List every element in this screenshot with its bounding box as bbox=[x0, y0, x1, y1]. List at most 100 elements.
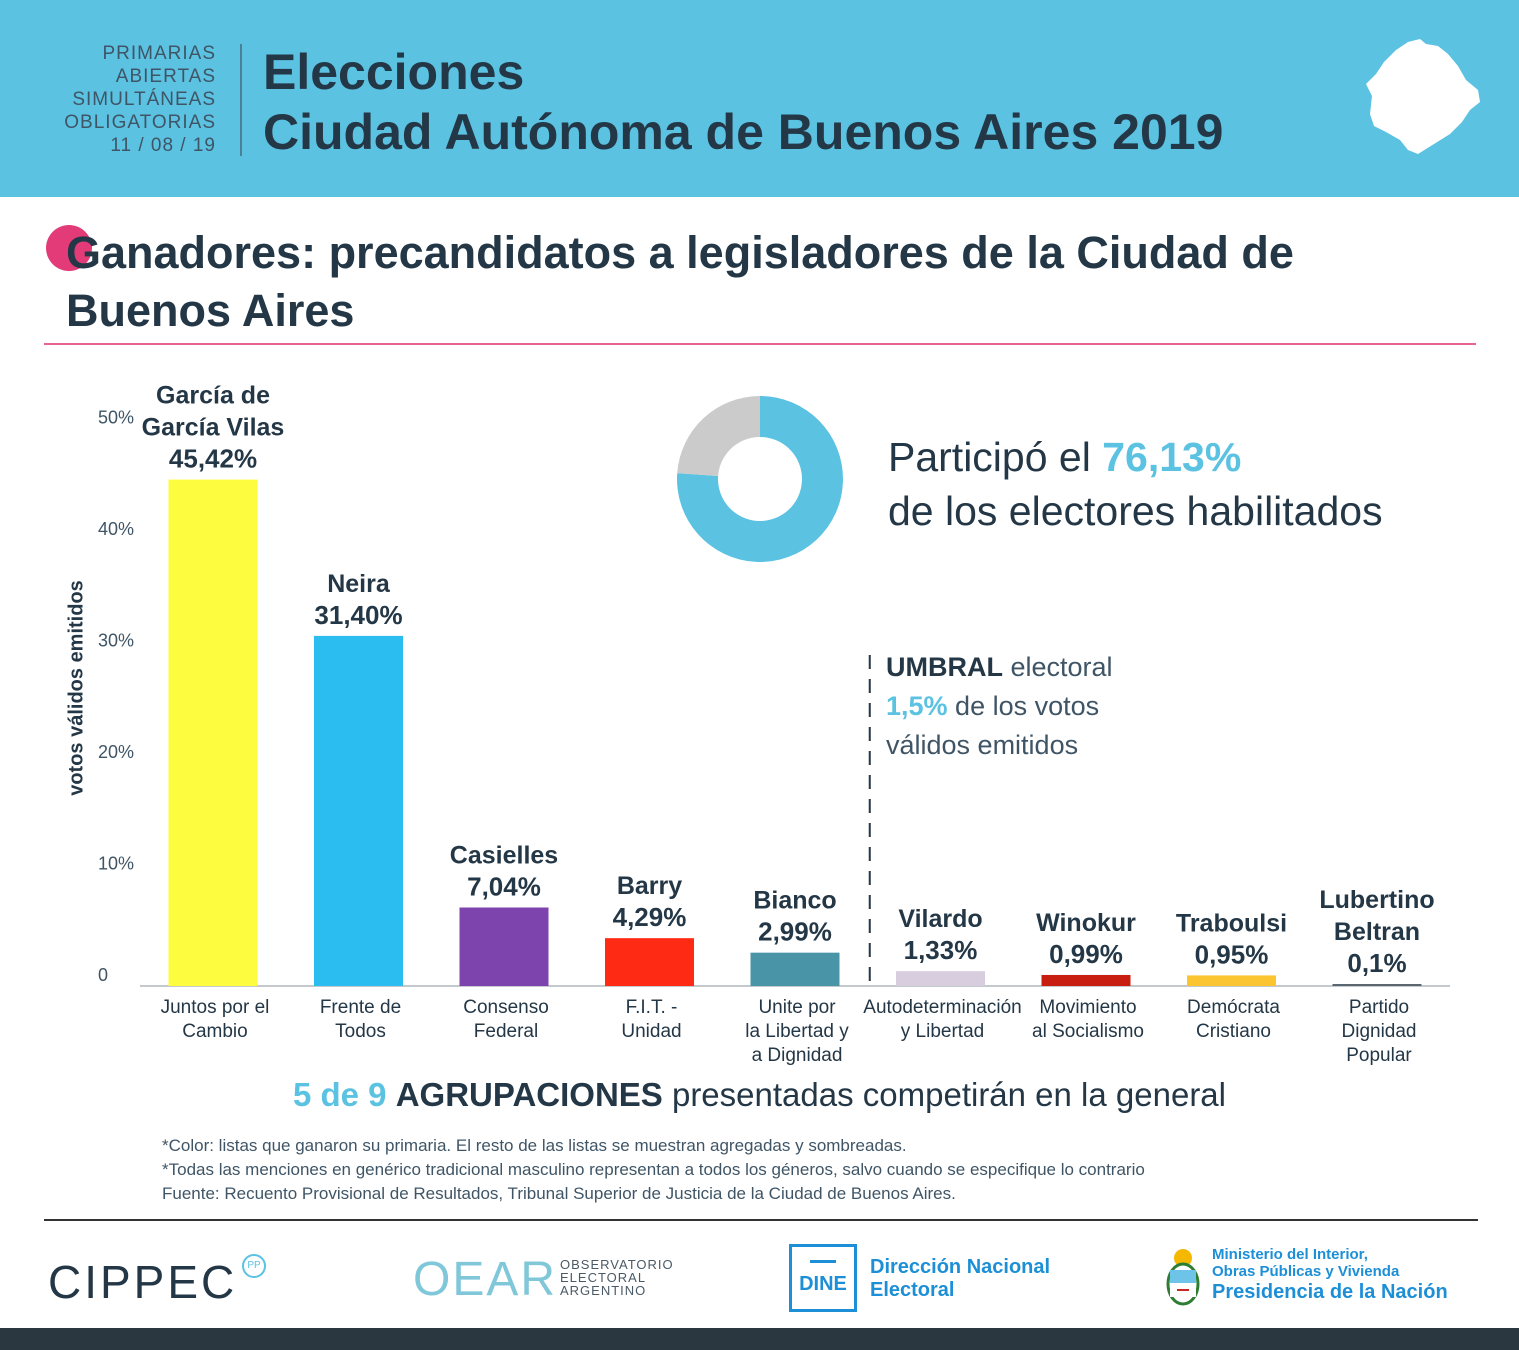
header-divider bbox=[240, 44, 242, 156]
bar-value-label: 31,40% bbox=[314, 600, 402, 630]
threshold-word: UMBRAL bbox=[886, 652, 1003, 682]
donut-remainder-slice bbox=[677, 396, 760, 477]
oear-sub-line: ARGENTINO bbox=[560, 1283, 647, 1298]
bar-value-label: 4,29% bbox=[613, 902, 687, 932]
y-tick-label: 10% bbox=[98, 854, 134, 874]
x-category-label: al Socialismo bbox=[1032, 1021, 1144, 1042]
bar-chart: 0 10% 20% 30% 40% 50% 45,42% García de García Vi… bbox=[98, 382, 1450, 1066]
bar-candidate-label: Traboulsi bbox=[1176, 909, 1287, 937]
bar-value-label: 0,95% bbox=[1195, 939, 1269, 969]
x-category-label: la Libertad y bbox=[745, 1021, 849, 1042]
bar bbox=[314, 635, 403, 986]
y-tick-label: 40% bbox=[98, 519, 134, 539]
x-category-label: Federal bbox=[474, 1021, 538, 1042]
title-bullet-dot bbox=[46, 225, 92, 271]
participation-text: Participó el 76,13% de los electores hab… bbox=[888, 430, 1383, 538]
summary-rest: presentadas competirán en la general bbox=[671, 1076, 1226, 1113]
bar-value-label: 2,99% bbox=[758, 917, 832, 947]
cippec-logo: CIPPEC bbox=[48, 1256, 238, 1308]
bar bbox=[459, 907, 549, 986]
x-category-label: Frente de bbox=[320, 997, 401, 1018]
x-category-label: Unidad bbox=[621, 1021, 681, 1042]
ministerio-line: Ministerio del Interior, bbox=[1212, 1246, 1368, 1263]
paso-line: ABIERTAS bbox=[115, 66, 216, 87]
paso-block: PRIMARIAS ABIERTAS SIMULTÁNEAS OBLIGATOR… bbox=[40, 42, 216, 157]
bar-value-label: 7,04% bbox=[467, 872, 541, 902]
x-category-label: Consenso bbox=[463, 997, 549, 1018]
paso-line: PRIMARIAS bbox=[102, 43, 216, 64]
y-tick-label: 20% bbox=[98, 742, 134, 762]
bar-value-label: 0,1% bbox=[1347, 948, 1406, 978]
summary-line: 5 de 9 AGRUPACIONES presentadas competir… bbox=[0, 1076, 1519, 1114]
x-category-label: F.I.T. - bbox=[626, 997, 678, 1018]
threshold-percent: 1,5% bbox=[886, 691, 948, 721]
cippec-logo-mark: PP bbox=[242, 1254, 266, 1278]
participation-percent: 76,13% bbox=[1102, 434, 1242, 480]
x-category-label: Todos bbox=[335, 1021, 386, 1042]
x-category-label: Demócrata bbox=[1187, 997, 1280, 1018]
bar-candidate-label: Vilardo bbox=[898, 905, 982, 933]
x-category-label: a Dignidad bbox=[752, 1045, 843, 1066]
threshold-line2: de los votos bbox=[947, 691, 1100, 721]
bar-value-label: 1,33% bbox=[904, 935, 978, 965]
dine-name-line: Electoral bbox=[870, 1279, 955, 1301]
buenos-aires-map-icon bbox=[1366, 39, 1480, 154]
x-category-label: Cambio bbox=[182, 1021, 247, 1042]
summary-agrupaciones: AGRUPACIONES bbox=[395, 1076, 663, 1113]
oear-logo: OEAR bbox=[413, 1253, 558, 1306]
bar-candidate-label: Casielles bbox=[450, 842, 558, 870]
oear-logo-subtitle: OBSERVATORIO ELECTORAL ARGENTINO bbox=[560, 1258, 674, 1297]
paso-date: 11 / 08 / 19 bbox=[110, 135, 216, 156]
presidencia-line: Presidencia de la Nación bbox=[1212, 1281, 1448, 1303]
national-coat-of-arms-icon bbox=[1166, 1249, 1200, 1306]
dine-name: Dirección Nacional Electoral bbox=[870, 1256, 1050, 1302]
y-tick-label: 0 bbox=[98, 965, 108, 985]
footnote: *Color: listas que ganaron su primaria. … bbox=[162, 1136, 907, 1155]
footnotes: *Color: listas que ganaron su primaria. … bbox=[162, 1134, 1145, 1206]
participation-suffix: de los electores habilitados bbox=[888, 488, 1383, 534]
dine-logo: DINE bbox=[789, 1244, 857, 1312]
dine-logo-text: DINE bbox=[799, 1273, 847, 1295]
footnote: *Todas las menciones en genérico tradici… bbox=[162, 1160, 1145, 1179]
bar bbox=[1187, 975, 1276, 986]
footer-bar bbox=[0, 1328, 1519, 1350]
ministerio-logo-text: Ministerio del Interior, Obras Públicas … bbox=[1212, 1246, 1448, 1305]
bar bbox=[1332, 984, 1422, 986]
bar-candidate-label: Neira bbox=[327, 570, 391, 598]
paso-line: SIMULTÁNEAS bbox=[72, 89, 216, 110]
threshold-word2: electoral bbox=[1002, 652, 1113, 682]
dine-logo-bar bbox=[810, 1260, 836, 1263]
bar bbox=[750, 952, 840, 986]
x-category-label: Movimiento bbox=[1039, 997, 1136, 1018]
participation-donut bbox=[677, 396, 843, 562]
title-divider bbox=[44, 343, 1476, 345]
bar-candidate-label: Beltran bbox=[1334, 918, 1420, 946]
paso-line: OBLIGATORIAS bbox=[64, 112, 216, 133]
bar-candidate-label: Bianco bbox=[753, 887, 836, 915]
x-category-label: Partido bbox=[1349, 997, 1409, 1018]
oear-sub-line: ELECTORAL bbox=[560, 1270, 647, 1285]
bar-candidate-label: Barry bbox=[617, 872, 682, 900]
bar-candidate-label: Lubertino bbox=[1319, 886, 1434, 914]
bar-candidate-label: García Vilas bbox=[142, 414, 285, 442]
summary-count: 5 de 9 bbox=[292, 1076, 387, 1113]
y-tick-label: 30% bbox=[98, 631, 134, 651]
x-category-label: Unite por bbox=[758, 997, 836, 1018]
header-title-line2: Ciudad Autónoma de Buenos Aires 2019 bbox=[263, 104, 1224, 160]
footnote-source: Fuente: Recuento Provisional de Resultad… bbox=[162, 1184, 956, 1203]
x-category-label: Dignidad bbox=[1342, 1021, 1417, 1042]
bar-candidate-label: García de bbox=[156, 382, 270, 410]
header-title: Elecciones Ciudad Autónoma de Buenos Air… bbox=[263, 42, 1223, 162]
x-category-label: Popular bbox=[1346, 1045, 1412, 1066]
ministerio-line: Obras Públicas y Vivienda bbox=[1212, 1263, 1400, 1280]
oear-sub-line: OBSERVATORIO bbox=[560, 1257, 674, 1272]
dine-name-line: Dirección Nacional bbox=[870, 1256, 1051, 1278]
bar bbox=[605, 938, 694, 986]
x-category-label: Cristiano bbox=[1196, 1021, 1271, 1042]
bar bbox=[168, 479, 258, 986]
header-title-line1: Elecciones bbox=[263, 44, 525, 100]
x-category-label: Juntos por el bbox=[161, 997, 270, 1018]
bar-value-label: 0,99% bbox=[1049, 939, 1123, 969]
x-category-label: Autodeterminación bbox=[863, 997, 1021, 1018]
footer-divider bbox=[44, 1219, 1478, 1221]
